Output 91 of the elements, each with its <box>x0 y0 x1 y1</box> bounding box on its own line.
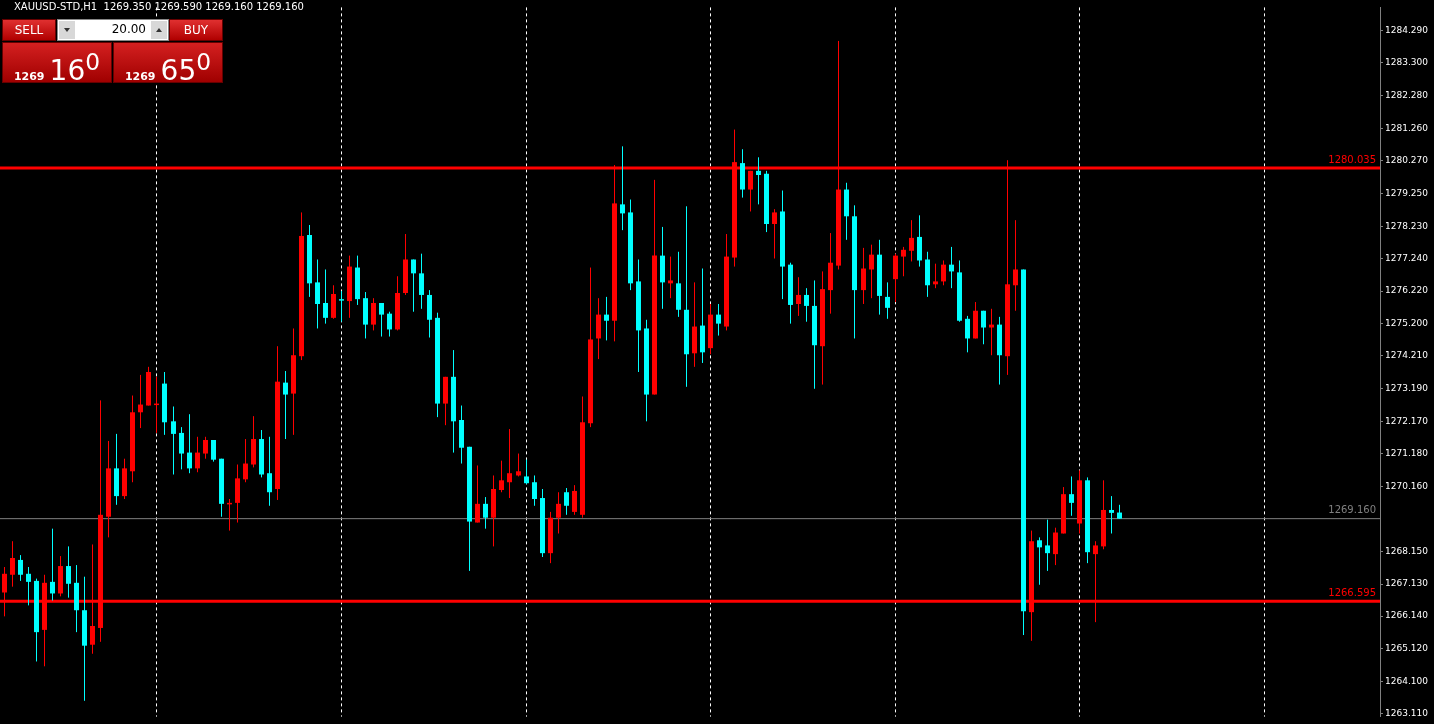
candlestick <box>507 428 512 499</box>
candlestick <box>211 439 216 463</box>
candlestick <box>909 219 914 262</box>
annotation: BUY <box>169 19 223 41</box>
candlestick <box>901 246 906 277</box>
y-tick-label: 1272.170 <box>1385 415 1429 426</box>
y-tick-label: 1263.110 <box>1385 708 1429 719</box>
candlestick <box>1037 536 1042 586</box>
candlestick <box>885 281 890 320</box>
candlestick <box>171 405 176 476</box>
candlestick <box>532 474 537 507</box>
candlestick <box>66 545 71 599</box>
candlestick <box>315 258 320 329</box>
candlestick <box>804 287 809 323</box>
candlestick <box>1109 495 1114 534</box>
candlestick <box>965 315 970 353</box>
candlestick <box>861 247 866 305</box>
candlestick <box>18 554 23 582</box>
candlestick <box>917 214 922 268</box>
ref-line-label: 1269.160 <box>1328 504 1376 516</box>
candlestick <box>187 413 192 474</box>
y-tick-label: 1284.290 <box>1385 25 1429 36</box>
candlestick <box>604 296 609 341</box>
candlestick <box>772 208 777 260</box>
candlestick <box>756 156 761 205</box>
candlestick <box>989 308 994 356</box>
candlestick <box>933 263 938 289</box>
candlestick <box>339 290 344 323</box>
candlestick <box>138 374 143 429</box>
y-tick-label: 1266.140 <box>1385 610 1429 621</box>
annotation: 1269 16$^{0}$ <box>13 48 101 88</box>
y-tick-label: 1274.210 <box>1385 350 1429 361</box>
candlestick <box>564 487 569 516</box>
candlestick <box>379 302 384 338</box>
candlestick <box>620 145 625 231</box>
candlestick <box>267 436 272 507</box>
candlestick <box>596 297 601 360</box>
y-tick-label: 1265.120 <box>1385 643 1429 654</box>
candlestick <box>419 253 424 310</box>
y-tick-label: 1275.200 <box>1385 318 1429 329</box>
candlestick <box>893 253 898 303</box>
candlestick <box>668 256 673 299</box>
ref-line-label: 1266.595 <box>1328 586 1376 598</box>
annotation: 1269 65$^{0}$ <box>124 48 212 88</box>
annotation: 20.00 <box>110 22 146 36</box>
candlestick <box>371 297 376 331</box>
candlestick <box>483 496 488 530</box>
y-tick-label: 1270.160 <box>1385 480 1429 491</box>
candlestick <box>203 436 208 460</box>
candlestick <box>796 276 801 317</box>
y-tick-label: 1277.240 <box>1385 252 1429 263</box>
y-tick-label: 1280.270 <box>1385 154 1429 165</box>
candlestick <box>1069 475 1074 517</box>
y-tick-label: 1271.180 <box>1385 447 1429 458</box>
y-tick-label: 1283.300 <box>1385 57 1429 68</box>
candlestick <box>524 459 529 485</box>
candlestick <box>331 284 336 320</box>
candlestick <box>516 453 521 477</box>
candlestick <box>941 259 946 286</box>
candlestick <box>1045 519 1050 572</box>
candlestick <box>26 566 31 606</box>
annotation: SELL <box>2 19 56 41</box>
candlestick <box>243 438 248 483</box>
candlestick <box>283 370 288 440</box>
candlestick <box>572 484 577 516</box>
y-tick-label: 1279.250 <box>1385 187 1429 198</box>
candlestick <box>10 540 15 588</box>
candlestick <box>981 310 986 345</box>
candlestick <box>499 460 504 493</box>
candlestick <box>195 436 200 473</box>
candlestick <box>556 491 561 534</box>
chart-title: XAUUSD-STD,H1 1269.350 1269.590 1269.160 1269.160 <box>14 0 304 12</box>
y-tick-label: 1276.220 <box>1385 285 1429 296</box>
candlestick <box>179 426 184 470</box>
y-tick-label: 1282.280 <box>1385 90 1429 101</box>
y-tick-label: 1267.130 <box>1385 578 1429 589</box>
candlestick <box>50 528 55 602</box>
y-tick-label: 1273.190 <box>1385 383 1429 394</box>
ref-line-label: 1280.035 <box>1328 153 1376 165</box>
y-tick-label: 1281.260 <box>1385 122 1429 133</box>
candlestick <box>387 311 392 338</box>
candlestick <box>716 303 721 337</box>
y-tick-label: 1264.100 <box>1385 676 1429 687</box>
candlestick <box>1053 527 1058 566</box>
y-tick-label: 1268.150 <box>1385 545 1429 556</box>
candlestick <box>1013 219 1018 312</box>
candlestick <box>323 268 328 325</box>
candlestick <box>869 244 874 299</box>
candlestick <box>475 464 480 524</box>
y-tick-label: 1278.230 <box>1385 220 1429 231</box>
candlestick <box>411 258 416 313</box>
